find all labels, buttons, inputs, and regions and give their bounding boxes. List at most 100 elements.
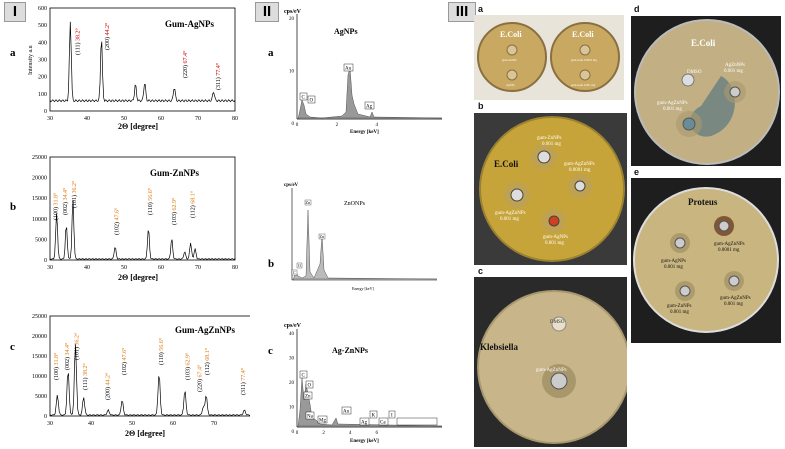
edx-ytick: 30 [289, 357, 295, 362]
edx-a-el-C: C [302, 96, 306, 101]
plate-b-letter: b [478, 101, 484, 111]
xrd-a-title: Gum-AgNPs [165, 19, 214, 29]
xrd-a-ytick: 500 [38, 23, 47, 29]
xrd-b-peak-label: (100) 31.8° [52, 192, 59, 220]
xrd-a-ytick: 600 [38, 6, 47, 12]
xrd-a-peak-label: (311) 77.4° [215, 62, 222, 90]
xrd-a-xtick: 30 [47, 116, 53, 122]
edx-xtick: 4 [376, 123, 379, 128]
plate-d-title: E.Coli [691, 38, 716, 48]
xrd-b-ytick: 20000 [32, 176, 47, 182]
xrd-c-peak-label: (100) 31.8° [53, 352, 60, 380]
xrd-b-peak-label: (112) 68.1° [189, 190, 196, 218]
plate-d-label-2: AgZnNPs 0.001 mg [724, 63, 745, 74]
xrd-a-peak-label: (111) 38.2° [75, 27, 82, 55]
xrd-a-peak-label: (220) 67.4° [182, 50, 189, 78]
edx-b-title: ZnONPs [344, 201, 366, 207]
xrd-c-peak-label: (101) 36.2° [74, 332, 81, 360]
edx-c-el-C: C [302, 374, 306, 379]
plate-c-title: Klebsiella [480, 342, 518, 352]
xrd-c-ytick: 0 [44, 414, 47, 420]
xrd-c-ytick: 15000 [32, 354, 47, 360]
plate-c-label-1: DMSO [550, 320, 565, 325]
plate-a-right-label-2: gum-resin 0.001 mg [571, 83, 596, 87]
edx-c-letter: c [268, 345, 273, 357]
edx-ytick: 40 [289, 332, 295, 337]
plate-a-letter: a [478, 4, 484, 14]
edx-c-el-K: K [372, 414, 376, 419]
plate-b-label-1: gum-ZnNPs 0.001 mg [537, 136, 562, 147]
edx-c-el-Mg: Mg [319, 419, 326, 424]
xrd-c-xtick: 70 [211, 421, 217, 427]
xrd-a-xtick: 60 [158, 116, 164, 122]
xrd-chart-a: Gum-AgNPs a Intensity a.u 2Θ [degree] 60… [10, 6, 238, 131]
xrd-b-ytick: 5000 [35, 237, 47, 243]
xrd-b-xtick: 80 [232, 265, 238, 271]
xrd-c-letter: c [10, 341, 15, 353]
plate-d-label-1: DMSO [687, 70, 702, 75]
edx-b-letter: b [268, 258, 274, 270]
plate-e-label-4: gum-AgZnNPs 0.001 mg [720, 296, 751, 307]
xrd-c-xtick: 30 [47, 421, 53, 427]
edx-a-el-O: O [310, 99, 314, 104]
edx-a-letter: a [268, 47, 274, 59]
plate-e: Proteus gum-AgNPs 0.001 mg gum-AgZnNPs 0.0… [631, 178, 781, 343]
panel-label-III: III [448, 2, 476, 22]
xrd-b-peak-label: (110) 56.6° [147, 187, 154, 215]
edx-b-spectrum [292, 209, 438, 281]
xrd-c-ytick: 10000 [32, 374, 47, 380]
edx-c-el-Na: Na [307, 415, 314, 420]
edx-b-el-C: C [293, 270, 296, 275]
xrd-a-ytick: 0 [44, 109, 47, 115]
edx-b-el-Zn2: Zn [320, 234, 324, 239]
edx-a-unit: cps/eV [284, 9, 302, 15]
xrd-a-xlabel: 2Θ [degree] [118, 122, 158, 131]
edx-c-el-Zn: Zn [305, 395, 311, 400]
edx-xtick: 0 [296, 123, 299, 128]
xrd-a-ylabel: Intensity a.u [28, 45, 34, 75]
xrd-b-xtick: 50 [121, 265, 127, 271]
edx-c-el-I: I [391, 414, 393, 419]
edx-xtick: 6 [376, 431, 379, 436]
edx-chart-a: cps/eV AgNPs a 20 10 0 0 2 4 Energy [keV] C O… [268, 9, 443, 135]
edx-xtick: 0 [296, 431, 299, 436]
xrd-a-xtick: 50 [121, 116, 127, 122]
xrd-a-peak-label: (200) 44.2° [104, 22, 111, 50]
xrd-a-ytick: 400 [38, 40, 47, 46]
xrd-b-xlabel: 2Θ [degree] [118, 273, 158, 282]
edx-a-spectrum [297, 67, 443, 120]
edx-ytick: 10 [289, 70, 295, 75]
xrd-c-xtick: 60 [170, 421, 176, 427]
xrd-a-ytick: 300 [38, 58, 47, 64]
edx-a-el-Ag: Ag [366, 105, 373, 110]
edx-a-xlabel: Energy [keV] [350, 130, 379, 135]
xrd-c-xtick: 50 [129, 421, 135, 427]
xrd-b-ytick: 25000 [32, 155, 47, 161]
xrd-a-ytick: 100 [38, 92, 47, 98]
xrd-a-letter: a [10, 47, 16, 59]
edx-chart-b: cps/eV ZnONPs b Zn Zn O C Energy [keV] [268, 183, 438, 291]
plate-d: E.Coli DMSO AgZnNPs 0.001 mg gum-AgZnNPs 0… [631, 16, 781, 166]
plate-c: Klebsiella DMSO gum-AgZnNPs [474, 277, 627, 447]
edx-a-el-Au: Au [345, 67, 352, 72]
edx-c-title: Ag-ZnNPs [332, 346, 368, 355]
edx-c-unit: cps/eV [284, 323, 302, 329]
plate-a-left-title: E.Coli [500, 30, 522, 39]
plate-e-label-2: gum-AgZnNPs 0.0001 mg [714, 242, 745, 253]
xrd-c-peak-label: (102) 47.6° [121, 347, 128, 375]
xrd-b-xtick: 30 [47, 265, 53, 271]
xrd-b-letter: b [10, 201, 16, 213]
edx-ytick: 20 [289, 17, 295, 22]
panel-label-I: I [4, 2, 26, 22]
edx-ytick: 0 [292, 430, 295, 435]
xrd-a-xtick: 40 [84, 116, 90, 122]
edx-c-minor-elements [396, 417, 438, 426]
edx-b-el-O: O [298, 263, 301, 268]
edx-xtick: 4 [349, 431, 352, 436]
plate-d-label-3: gum-AgZnNPs 0.001 mg [657, 101, 688, 112]
plate-a-left-label-1: gum-ZnNPs [502, 58, 518, 62]
edx-ytick: 20 [289, 381, 295, 386]
xrd-c-peak-label: (110) 56.6° [158, 337, 165, 365]
xrd-c-peak-label: (103) 62.9° [184, 352, 191, 380]
xrd-b-title: Gum-ZnNPs [150, 168, 200, 178]
